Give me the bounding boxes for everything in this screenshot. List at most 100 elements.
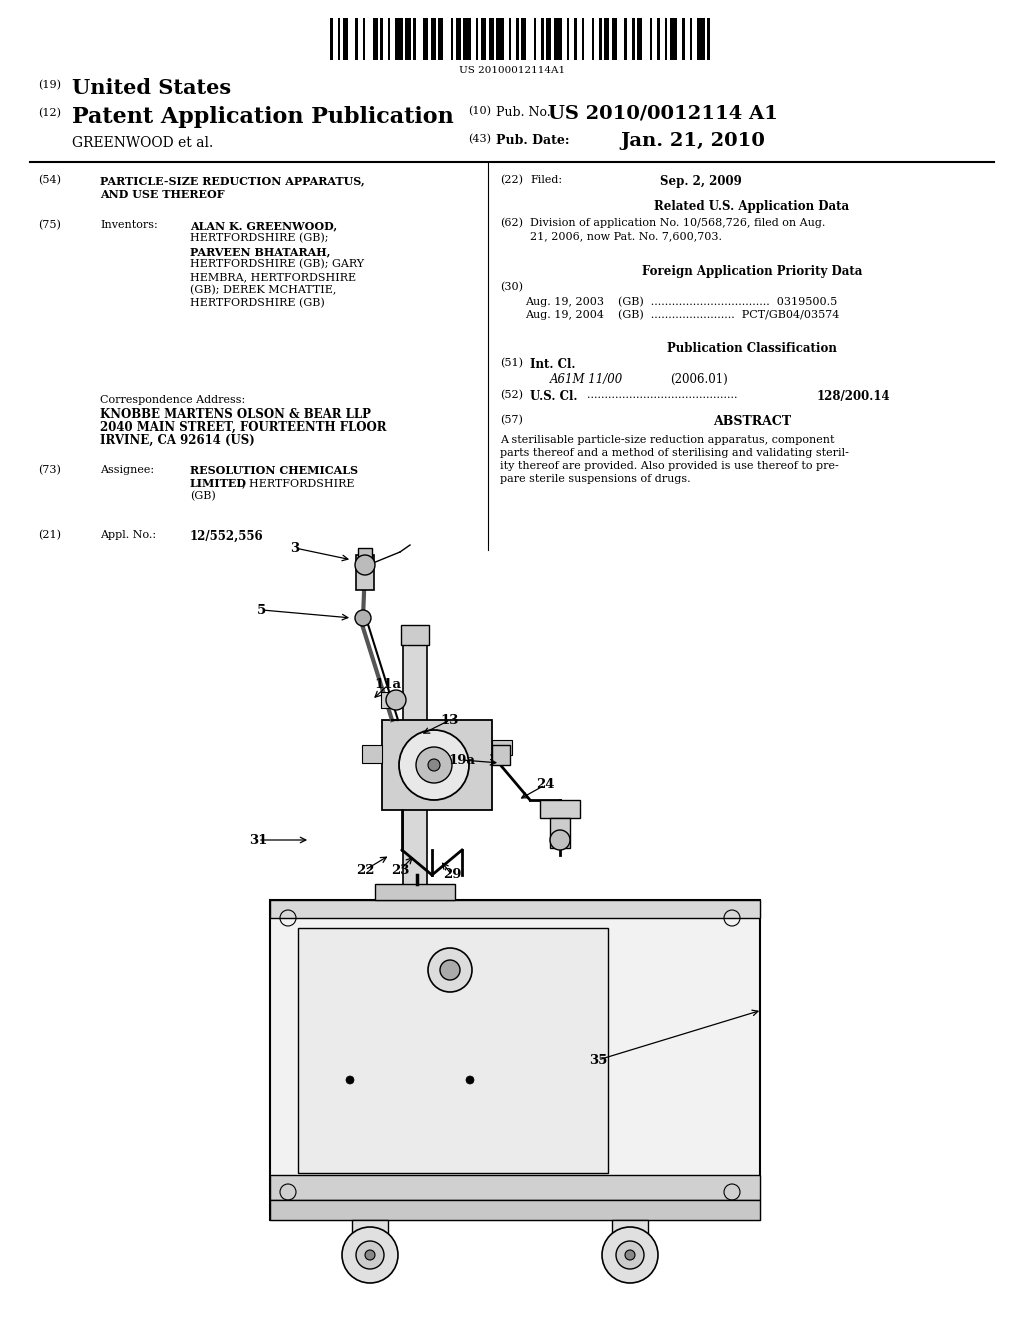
Bar xyxy=(540,800,580,818)
Bar xyxy=(670,18,677,59)
Bar xyxy=(406,18,411,59)
Text: Related U.S. Application Data: Related U.S. Application Data xyxy=(654,201,850,213)
Bar xyxy=(362,744,382,763)
Bar xyxy=(352,1220,388,1239)
Bar xyxy=(690,18,692,59)
Text: (12): (12) xyxy=(38,108,61,119)
Bar xyxy=(375,884,455,900)
Text: Pub. Date:: Pub. Date: xyxy=(496,135,569,147)
Circle shape xyxy=(440,960,460,979)
Circle shape xyxy=(386,690,406,710)
Text: (43): (43) xyxy=(468,135,490,144)
Text: HERTFORDSHIRE (GB); GARY: HERTFORDSHIRE (GB); GARY xyxy=(190,259,365,269)
Text: PARTICLE-SIZE REDUCTION APPARATUS,: PARTICLE-SIZE REDUCTION APPARATUS, xyxy=(100,176,365,186)
Text: Appl. No.:: Appl. No.: xyxy=(100,531,156,540)
Bar xyxy=(534,18,537,59)
Bar xyxy=(456,18,461,59)
Bar xyxy=(438,18,443,59)
Text: Inventors:: Inventors: xyxy=(100,220,158,230)
Text: ABSTRACT: ABSTRACT xyxy=(713,414,792,428)
Text: HERTFORDSHIRE (GB): HERTFORDSHIRE (GB) xyxy=(190,298,325,309)
Text: IRVINE, CA 92614 (US): IRVINE, CA 92614 (US) xyxy=(100,434,255,447)
Bar xyxy=(612,18,616,59)
Circle shape xyxy=(365,1250,375,1261)
Bar xyxy=(270,900,760,917)
Text: 3: 3 xyxy=(291,541,300,554)
Text: AND USE THEREOF: AND USE THEREOF xyxy=(100,189,224,201)
Text: (21): (21) xyxy=(38,531,61,540)
Bar xyxy=(464,18,471,59)
Text: HERTFORDSHIRE (GB);: HERTFORDSHIRE (GB); xyxy=(190,234,329,243)
Bar xyxy=(612,1220,648,1239)
Bar xyxy=(488,18,494,59)
Text: United States: United States xyxy=(72,78,231,98)
Text: HEMBRA, HERTFORDSHIRE: HEMBRA, HERTFORDSHIRE xyxy=(190,272,356,282)
Bar xyxy=(358,548,372,560)
Circle shape xyxy=(616,1241,644,1269)
Bar xyxy=(382,719,492,810)
Text: Aug. 19, 2003    (GB)  ..................................  0319500.5: Aug. 19, 2003 (GB) .....................… xyxy=(525,296,838,306)
Bar xyxy=(431,18,435,59)
Text: US 20100012114A1: US 20100012114A1 xyxy=(459,66,565,75)
Circle shape xyxy=(550,830,570,850)
Text: 23: 23 xyxy=(391,863,410,876)
Text: (73): (73) xyxy=(38,465,60,475)
Text: (54): (54) xyxy=(38,176,61,185)
Bar xyxy=(401,624,429,645)
Text: ...........................................: ........................................… xyxy=(580,389,737,400)
Bar xyxy=(395,18,403,59)
Text: 24: 24 xyxy=(536,779,554,792)
Bar xyxy=(632,18,635,59)
Bar xyxy=(649,18,652,59)
Bar xyxy=(554,18,561,59)
Text: RESOLUTION CHEMICALS: RESOLUTION CHEMICALS xyxy=(190,465,358,477)
Bar xyxy=(521,18,526,59)
Bar xyxy=(356,554,374,590)
Bar xyxy=(592,18,594,59)
Text: (GB); DEREK MCHATTIE,: (GB); DEREK MCHATTIE, xyxy=(190,285,336,296)
Text: ity thereof are provided. Also provided is use thereof to pre-: ity thereof are provided. Also provided … xyxy=(500,461,839,471)
Text: 2040 MAIN STREET, FOURTEENTH FLOOR: 2040 MAIN STREET, FOURTEENTH FLOOR xyxy=(100,421,386,434)
Bar xyxy=(492,744,510,766)
Text: GREENWOOD et al.: GREENWOOD et al. xyxy=(72,136,213,150)
Circle shape xyxy=(466,1076,474,1084)
Text: 19a: 19a xyxy=(449,754,475,767)
Bar xyxy=(481,18,486,59)
Text: Sep. 2, 2009: Sep. 2, 2009 xyxy=(660,176,741,187)
Circle shape xyxy=(342,1228,398,1283)
Text: 21, 2006, now Pat. No. 7,600,703.: 21, 2006, now Pat. No. 7,600,703. xyxy=(530,231,722,242)
Text: A sterilisable particle-size reduction apparatus, component: A sterilisable particle-size reduction a… xyxy=(500,436,835,445)
Text: Publication Classification: Publication Classification xyxy=(667,342,837,355)
Bar xyxy=(550,818,570,847)
Text: Assignee:: Assignee: xyxy=(100,465,155,475)
Text: (22): (22) xyxy=(500,176,523,185)
Text: US 2010/0012114 A1: US 2010/0012114 A1 xyxy=(548,104,778,121)
Text: (51): (51) xyxy=(500,358,523,368)
Text: 29: 29 xyxy=(442,869,461,882)
Bar xyxy=(355,18,357,59)
Text: 35: 35 xyxy=(589,1053,607,1067)
Text: Int. Cl.: Int. Cl. xyxy=(530,358,575,371)
Bar xyxy=(582,18,584,59)
Bar xyxy=(423,18,428,59)
Text: 13: 13 xyxy=(440,714,459,726)
Text: ALAN K. GREENWOOD,: ALAN K. GREENWOOD, xyxy=(190,220,337,231)
Bar xyxy=(637,18,642,59)
Bar xyxy=(338,18,340,59)
Text: 11a: 11a xyxy=(375,678,401,692)
Bar xyxy=(547,18,552,59)
Circle shape xyxy=(428,759,440,771)
Text: 128/200.14: 128/200.14 xyxy=(816,389,890,403)
Circle shape xyxy=(355,610,371,626)
Bar xyxy=(604,18,609,59)
Circle shape xyxy=(602,1228,658,1283)
Bar xyxy=(381,692,393,708)
Circle shape xyxy=(399,730,469,800)
Bar xyxy=(330,18,333,59)
Bar xyxy=(270,1200,760,1220)
Bar xyxy=(343,18,347,59)
Bar xyxy=(682,18,685,59)
Text: Foreign Application Priority Data: Foreign Application Priority Data xyxy=(642,265,862,279)
Bar xyxy=(388,18,390,59)
Text: PARVEEN BHATARAH,: PARVEEN BHATARAH, xyxy=(190,246,331,257)
